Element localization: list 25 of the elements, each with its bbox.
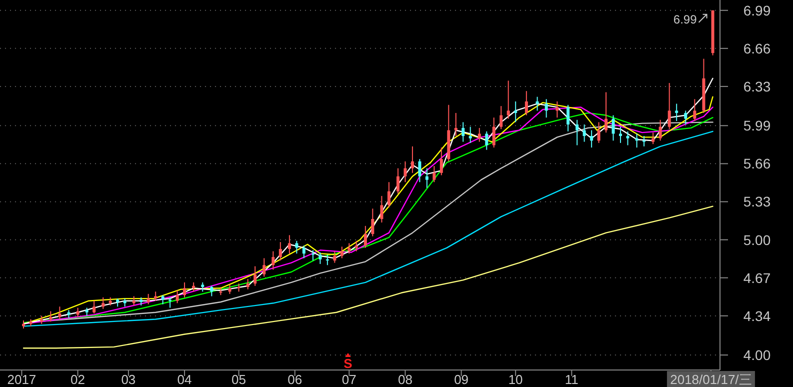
x-tick-label: 2018/01/17/三 — [670, 372, 752, 387]
y-tick-label: 5.00 — [743, 232, 771, 248]
x-tick-label: 11 — [564, 372, 578, 387]
y-tick-label: 5.33 — [743, 194, 771, 210]
x-tick-label: 06 — [288, 372, 302, 387]
y-tick-label: 4.00 — [743, 347, 771, 364]
y-tick-label: 4.34 — [743, 308, 771, 324]
y-tick-label: 6.33 — [743, 78, 771, 94]
x-tick-label: 10 — [508, 372, 523, 387]
x-tick-label: 09 — [454, 372, 469, 387]
x-tick-label: 08 — [398, 372, 412, 387]
y-tick-label: 6.99 — [743, 2, 771, 18]
y-tick-label: 6.66 — [743, 40, 771, 56]
annotation: S — [344, 356, 353, 371]
y-tick-label: 4.67 — [743, 270, 771, 286]
x-tick-label: 04 — [177, 372, 192, 387]
y-tick-label: 5.99 — [743, 118, 771, 134]
x-tick-label: 03 — [121, 372, 136, 387]
line-series — [22, 206, 714, 349]
x-tick-label: 05 — [232, 372, 246, 387]
y-tick-label: 5.66 — [743, 156, 771, 172]
x-tick-label: 07 — [342, 372, 356, 387]
x-tick-label: 2017 — [7, 372, 36, 387]
x-tick-label: 02 — [70, 372, 86, 387]
annotation: 6.99 — [673, 12, 698, 26]
